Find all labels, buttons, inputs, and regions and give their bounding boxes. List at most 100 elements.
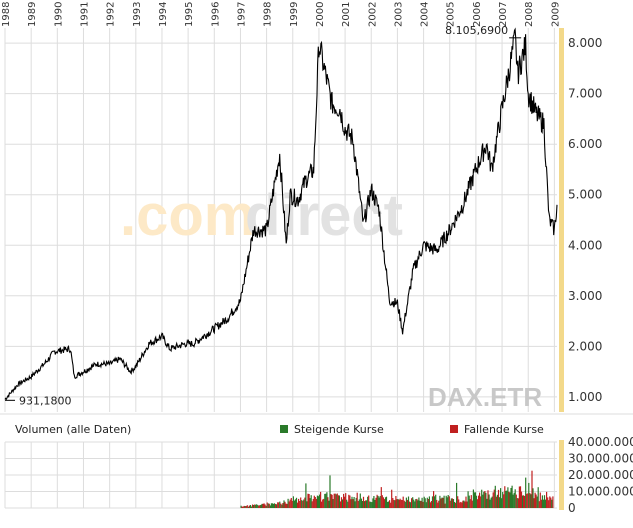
- volume-bar-rising: [463, 500, 465, 508]
- volume-bar-rising: [482, 494, 484, 508]
- volume-bar-rising: [379, 496, 381, 508]
- volume-bar-rising: [467, 491, 469, 508]
- volume-bar-rising: [373, 496, 375, 508]
- volume-bar-rising: [310, 495, 312, 508]
- volume-bar-falling: [437, 502, 439, 508]
- volume-bar-rising: [303, 499, 305, 508]
- volume-bar-rising: [537, 487, 539, 508]
- volume-bar-falling: [503, 494, 505, 508]
- volume-bar-rising: [351, 496, 353, 508]
- volume-bar-falling: [550, 497, 552, 508]
- x-tick-label: 1993: [132, 2, 143, 27]
- volume-bar-falling: [411, 498, 413, 508]
- legend-falling-label: Fallende Kurse: [464, 423, 544, 436]
- volume-bar-rising: [486, 498, 488, 508]
- volume-bar-falling: [268, 503, 270, 508]
- volume-bar-falling: [262, 503, 264, 508]
- volume-bar-rising: [417, 500, 419, 508]
- grid-layer: [4, 28, 557, 412]
- volume-bar-rising: [421, 497, 423, 508]
- volume-bar-falling: [518, 486, 520, 508]
- volume-bar-rising: [244, 506, 246, 508]
- volume-bar-falling: [330, 494, 332, 508]
- x-tick-label: 2000: [315, 2, 326, 27]
- x-tick-label: 1988: [1, 2, 12, 27]
- volume-grid: [4, 441, 557, 509]
- x-tick-label: 2009: [550, 2, 561, 27]
- volume-bar-falling: [527, 493, 529, 508]
- volume-bar-falling: [519, 486, 522, 508]
- x-tick-label: 2002: [367, 2, 378, 27]
- volume-bar-rising: [257, 505, 259, 508]
- volume-bar-falling: [278, 502, 280, 508]
- volume-bar-rising: [412, 497, 414, 508]
- volume-bar-falling: [259, 505, 261, 508]
- volume-bar-rising: [271, 503, 273, 508]
- volume-bar-falling: [392, 498, 394, 508]
- x-tick-label: 1990: [53, 2, 64, 27]
- volume-bar-falling: [533, 498, 535, 508]
- volume-bar-falling: [291, 500, 293, 508]
- volume-bar-rising: [418, 497, 420, 508]
- volume-bar-rising: [267, 503, 269, 508]
- volume-bar-rising: [353, 497, 355, 508]
- volume-bar-falling: [357, 501, 359, 508]
- volume-bar-falling: [311, 501, 313, 508]
- volume-bar-falling: [484, 491, 486, 508]
- legend-rising-label: Steigende Kurse: [294, 423, 384, 436]
- volume-bar-rising: [338, 495, 340, 508]
- min-annotation: 931,1800: [5, 394, 72, 407]
- watermark-com: .com: [120, 183, 255, 248]
- volume-bar-falling: [245, 506, 247, 508]
- volume-bar-rising: [481, 489, 483, 508]
- main-plot-area: [0, 28, 560, 412]
- volume-bar-falling: [497, 489, 500, 508]
- volume-bar-falling: [529, 493, 531, 508]
- volume-bar-falling: [390, 502, 392, 508]
- volume-bar-rising: [384, 497, 387, 508]
- volume-bar-rising: [388, 501, 390, 508]
- y-tick-label: 8.000: [568, 36, 602, 50]
- x-tick-label: 1997: [236, 2, 247, 27]
- volume-bar-falling: [487, 490, 489, 508]
- volume-bar-falling: [350, 499, 352, 508]
- volume-bar-rising: [509, 492, 511, 508]
- volume-title: Volumen (alle Daten): [15, 423, 131, 436]
- y-tick-labels: 1.000 2.000 3.000 4.000 5.000 6.000 7.000 8.000: [568, 36, 602, 404]
- volume-bar-falling: [313, 495, 315, 508]
- volume-bar-rising: [260, 504, 262, 508]
- volume-bar-falling: [455, 502, 457, 508]
- volume-bar-rising: [342, 499, 344, 508]
- volume-bar-falling: [449, 500, 451, 508]
- volume-bar-rising: [494, 485, 496, 508]
- volume-bar-rising: [505, 490, 507, 508]
- volume-bar-rising: [287, 498, 289, 508]
- volume-bar-rising: [360, 498, 362, 508]
- watermark-direct: direct: [245, 183, 403, 248]
- volume-bar-rising: [372, 498, 374, 508]
- volume-bar-rising: [447, 495, 449, 508]
- volume-bar-rising: [335, 494, 337, 508]
- volume-bar-falling: [375, 497, 377, 508]
- volume-bar-rising: [551, 499, 553, 508]
- x-tick-label: 2008: [524, 2, 535, 27]
- volume-bar-rising: [397, 499, 399, 508]
- volume-bar-rising: [354, 501, 356, 508]
- volume-bar-falling: [540, 499, 542, 508]
- volume-bar-rising: [249, 505, 252, 508]
- volume-bar-rising: [450, 498, 452, 508]
- volume-bar-falling: [315, 498, 317, 508]
- volume-bar-rising: [419, 500, 421, 508]
- volume-bar-falling: [549, 496, 551, 508]
- volume-bar-rising: [281, 504, 283, 508]
- x-tick-label: 2006: [472, 2, 483, 27]
- volume-bar-rising: [506, 490, 508, 508]
- volume-bar-falling: [298, 498, 300, 508]
- y-tick-label: 2.000: [568, 339, 602, 353]
- volume-bar-rising: [329, 475, 331, 508]
- volume-bar-rising: [276, 504, 278, 508]
- volume-bar-falling: [339, 501, 342, 508]
- volume-bar-falling: [436, 499, 438, 508]
- volume-bar-falling: [297, 502, 299, 508]
